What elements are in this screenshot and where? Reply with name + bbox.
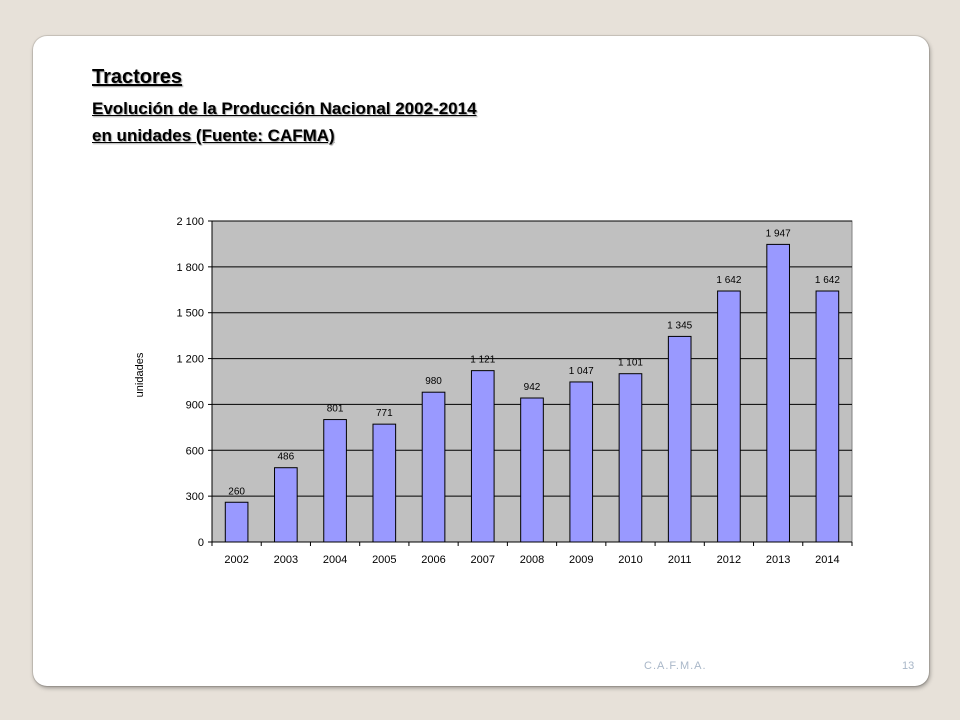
bar	[717, 290, 741, 543]
y-tick-label: 1 500	[176, 308, 204, 320]
x-tick-label: 2013	[766, 554, 790, 566]
slide-title: Tractores	[92, 66, 183, 88]
footer-organization: C.A.F.M.A.	[644, 660, 707, 672]
bar	[667, 335, 692, 543]
data-label: 1 345	[667, 320, 692, 331]
data-label: 486	[278, 452, 295, 463]
x-tick-label: 2006	[421, 554, 445, 566]
bar	[274, 467, 298, 543]
x-tick-label: 2002	[224, 554, 248, 566]
x-tick-label: 2012	[717, 554, 741, 566]
data-label: 771	[376, 408, 393, 419]
y-tick-label: 1 200	[176, 354, 204, 366]
x-tick-label: 2014	[815, 554, 839, 566]
y-tick-label: 900	[186, 399, 204, 411]
bar	[569, 381, 594, 543]
data-labels: 260 486 801 771 980 1 121 942 1 047 1 101 1 345 1 …	[228, 228, 840, 497]
data-label: 942	[524, 382, 541, 393]
x-tick-label: 2008	[520, 554, 544, 566]
data-label: 1 101	[618, 358, 643, 369]
bar	[618, 373, 643, 543]
y-axis-label: unidades	[134, 352, 146, 397]
slide-subtitle-units: en unidades (Fuente: CAFMA)	[92, 126, 335, 145]
x-tick-label: 2005	[372, 554, 396, 566]
data-label: 260	[228, 486, 245, 497]
page-number: 13	[902, 660, 915, 672]
y-tick-label: 1 800	[176, 262, 204, 274]
axes: 0 300 600 900 1 200 1 500 1 800 2 100 2002 2003 20…	[134, 216, 853, 566]
bar	[520, 397, 544, 543]
bar	[224, 501, 249, 543]
x-tick-label: 2007	[471, 554, 495, 566]
y-tick-label: 0	[198, 537, 204, 549]
data-label: 1 642	[815, 275, 840, 286]
data-label: 1 947	[766, 228, 791, 239]
y-tick-label: 2 100	[176, 216, 204, 228]
bar	[372, 423, 397, 543]
data-label: 980	[425, 376, 442, 387]
x-tick-label: 2010	[618, 554, 642, 566]
x-tick-label: 2004	[323, 554, 347, 566]
bar	[815, 290, 840, 543]
x-tick-label: 2009	[569, 554, 593, 566]
bar	[470, 370, 495, 543]
x-tick-label: 2003	[274, 554, 298, 566]
data-label: 1 642	[716, 275, 741, 286]
y-tick-label: 600	[186, 445, 204, 457]
bars	[224, 243, 840, 543]
bar	[421, 391, 446, 543]
data-label: 801	[327, 404, 344, 415]
bar	[766, 243, 790, 543]
slide-subtitle: Evolución de la Producción Nacional 2002…	[92, 99, 477, 118]
bar	[323, 419, 347, 543]
x-tick-label: 2011	[668, 554, 692, 566]
y-tick-label: 300	[186, 491, 204, 503]
data-label: 1 047	[569, 366, 594, 377]
data-label: 1 121	[470, 355, 495, 366]
